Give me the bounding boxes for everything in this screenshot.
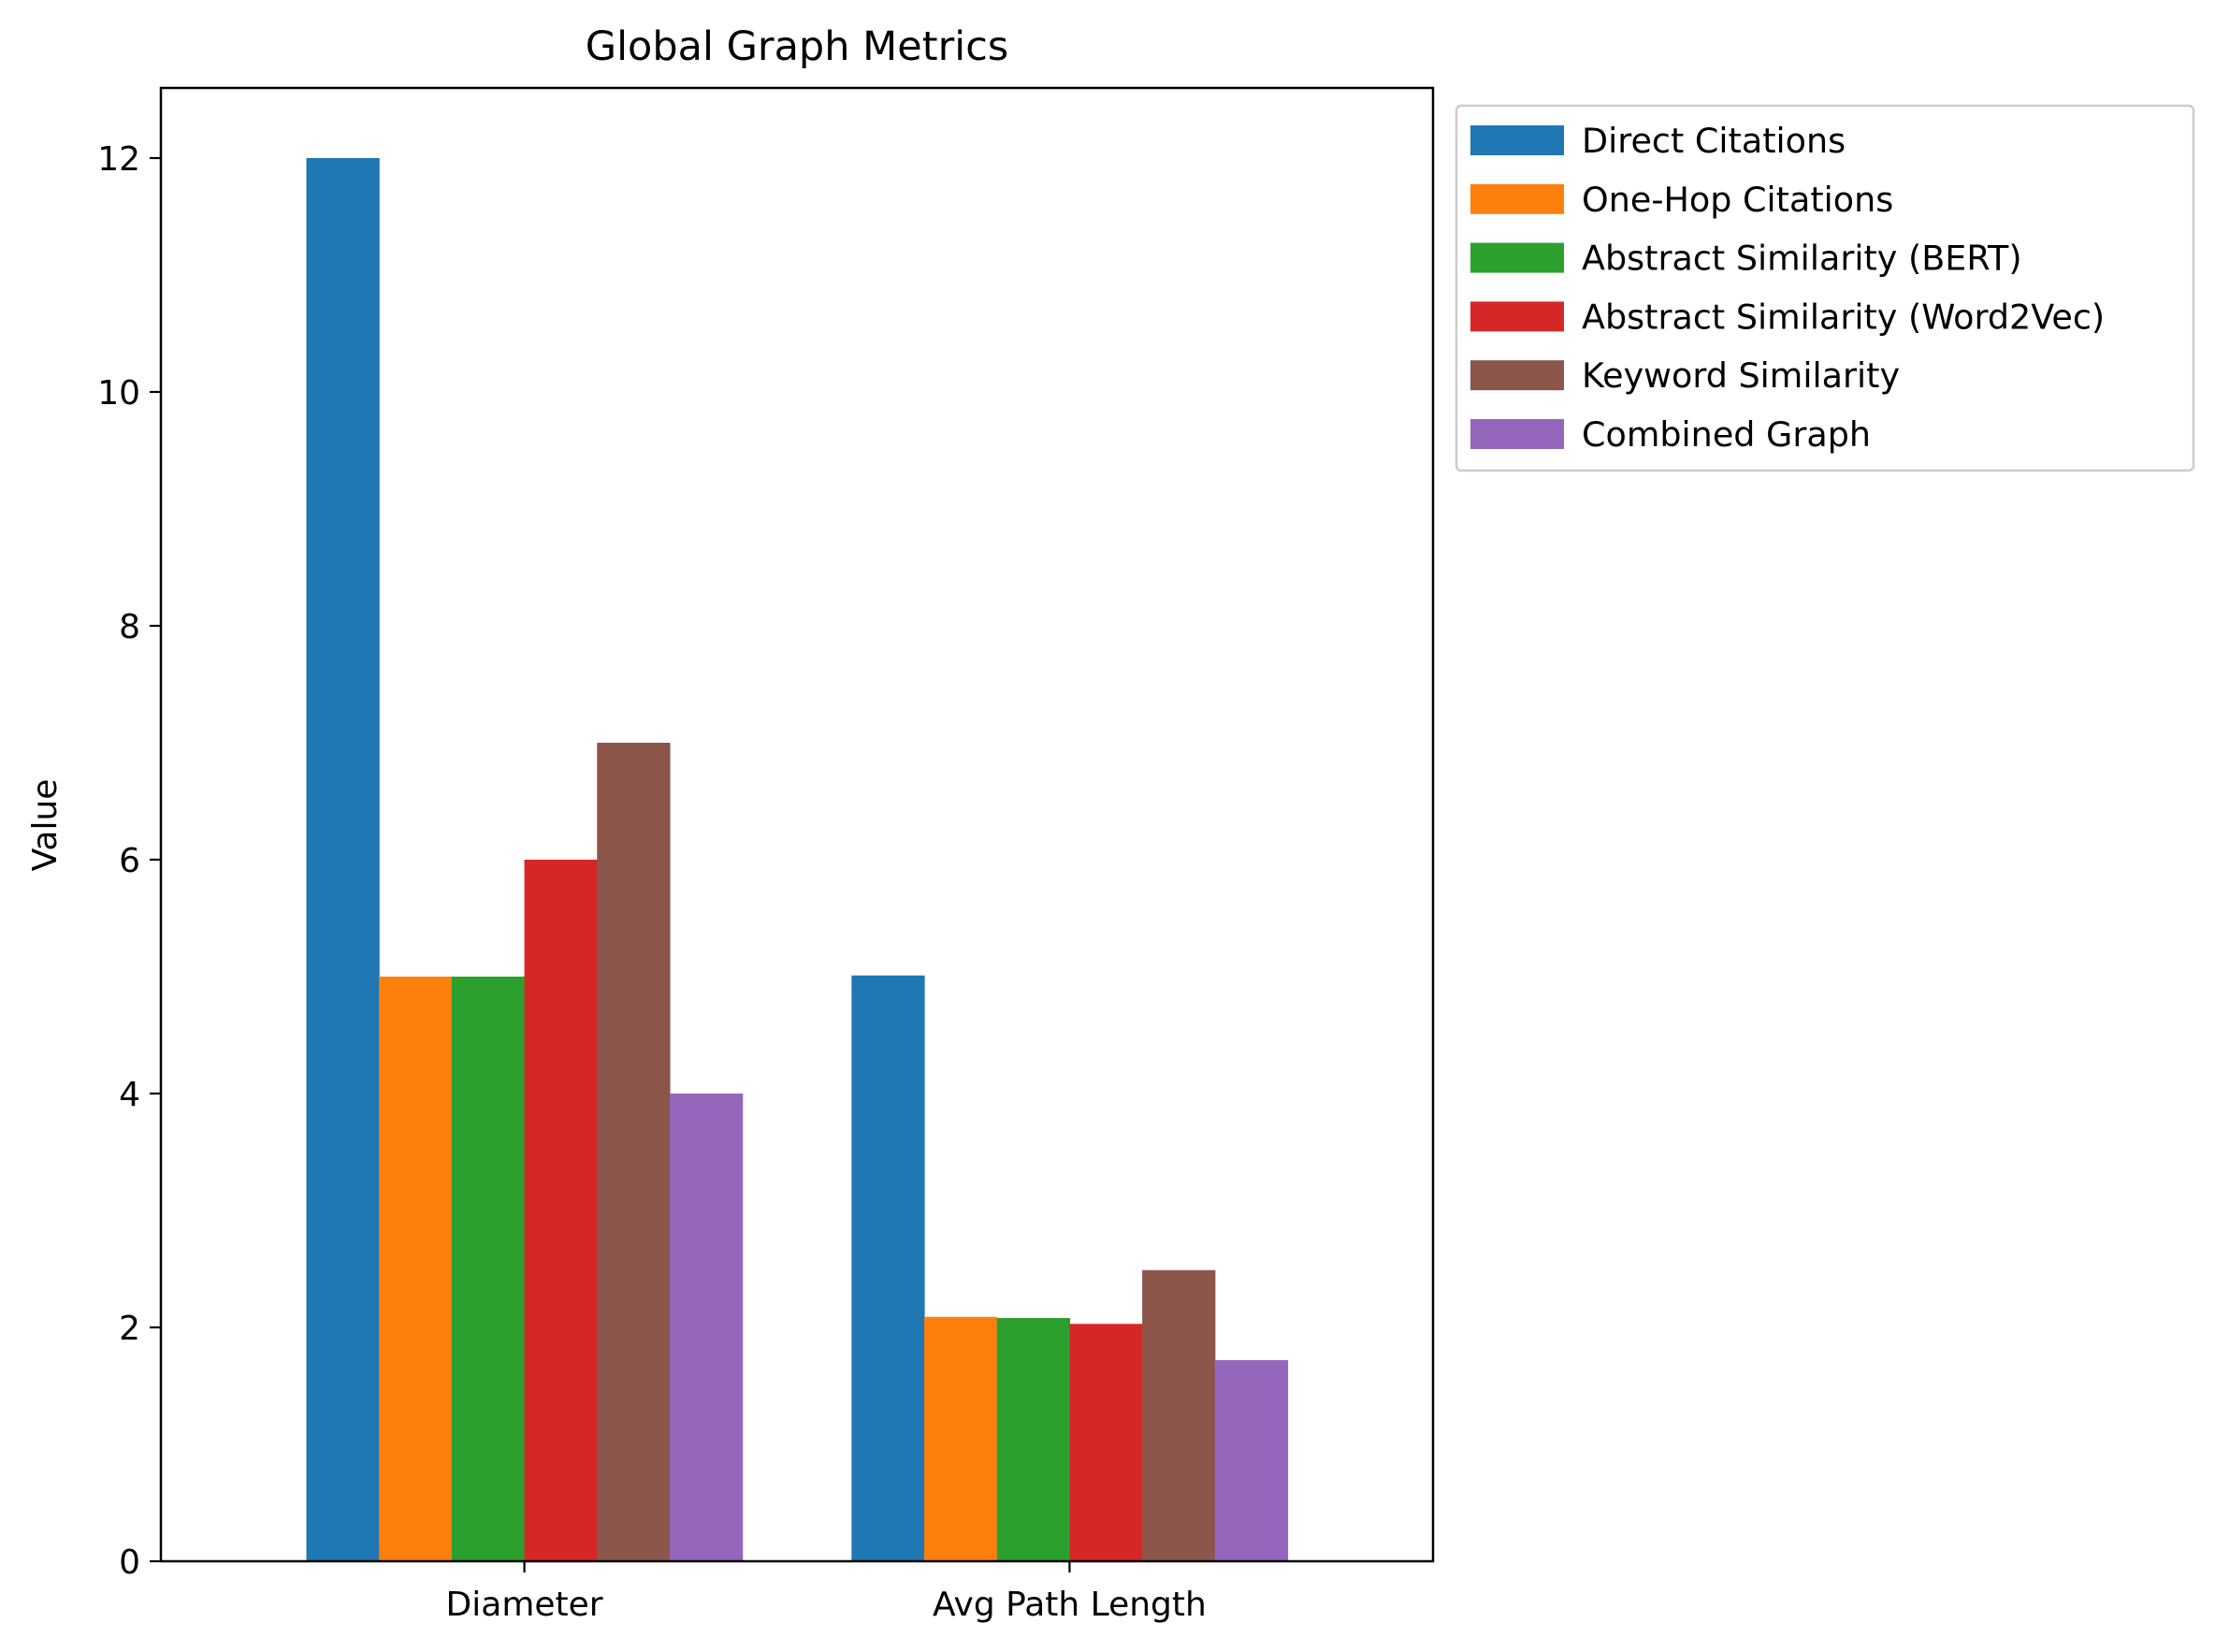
y-axis: 0 2 4 6 8 10 12: [97, 140, 161, 1582]
legend-label: Abstract Similarity (BERT): [1582, 239, 2022, 279]
bar-combined-graph-avg-path-length: [1214, 1360, 1289, 1561]
bar-abstract-similarity-bert-avg-path-length: [996, 1318, 1071, 1561]
plot-area: [159, 86, 1435, 1563]
y-tick-label: 10: [97, 374, 140, 413]
legend-frame: [1455, 104, 2195, 472]
legend-swatch: [1470, 125, 1564, 155]
y-tick-label: 2: [119, 1310, 140, 1348]
legend-label: Keyword Similarity: [1582, 355, 1900, 396]
legend-swatch: [1470, 419, 1564, 449]
x-axis: Diameter Avg Path Length: [446, 1561, 1207, 1624]
x-tick-label: Diameter: [446, 1586, 603, 1624]
x-tick-label: Avg Path Length: [933, 1586, 1207, 1624]
legend-swatch: [1470, 242, 1564, 273]
legend-label: Direct Citations: [1582, 121, 1846, 161]
bar-direct-citations-diameter: [306, 158, 380, 1561]
bar-keyword-similarity-avg-path-length: [1142, 1269, 1216, 1561]
bar-abstract-similarity-word2vec-diameter: [524, 860, 598, 1561]
legend-label: One-Hop Citations: [1582, 180, 1893, 220]
legend-swatch: [1470, 183, 1564, 214]
chart-title: Global Graph Metrics: [586, 23, 1009, 70]
y-tick-label: 0: [119, 1543, 140, 1582]
bar-keyword-similarity-diameter: [597, 743, 671, 1561]
legend-swatch: [1470, 360, 1564, 391]
y-tick-label: 4: [119, 1076, 140, 1114]
legend-label: Combined Graph: [1582, 414, 1871, 455]
bar-abstract-similarity-word2vec-avg-path-length: [1069, 1324, 1143, 1561]
bars-layer: [306, 158, 1289, 1561]
y-tick-label: 8: [119, 608, 140, 646]
y-tick-label: 6: [119, 842, 140, 880]
legend-swatch: [1470, 301, 1564, 332]
bar-one-hop-citations-diameter: [379, 977, 453, 1561]
bar-direct-citations-avg-path-length: [851, 975, 925, 1561]
bar-abstract-similarity-bert-diameter: [451, 977, 526, 1561]
y-axis-title: Value: [26, 779, 65, 872]
legend-label: Abstract Similarity (Word2Vec): [1582, 297, 2105, 337]
bar-one-hop-citations-avg-path-length: [924, 1316, 998, 1561]
y-tick-label: 12: [97, 140, 140, 179]
legend: Direct Citations One-Hop Citations Abstrac…: [1455, 104, 2195, 472]
bar-combined-graph-diameter: [669, 1094, 744, 1561]
